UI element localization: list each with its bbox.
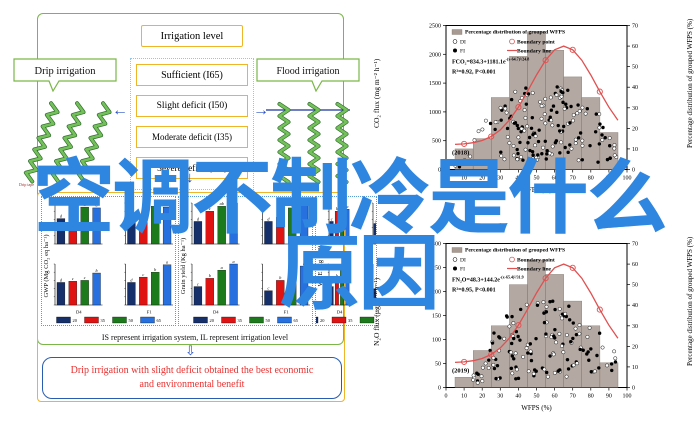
svg-text:100: 100 xyxy=(432,338,441,344)
svg-text:70: 70 xyxy=(632,24,638,30)
svg-text:Percentage distribution of gro: Percentage distribution of grouped WFPS xyxy=(465,30,565,36)
svg-text:1000: 1000 xyxy=(429,110,441,116)
svg-text:40: 40 xyxy=(515,394,521,400)
svg-text:R²=0.92, P<0.001: R²=0.92, P<0.001 xyxy=(452,70,496,76)
svg-text:50: 50 xyxy=(129,318,134,323)
svg-text:2500: 2500 xyxy=(429,24,441,30)
svg-text:30: 30 xyxy=(632,324,638,330)
svg-text:D4: D4 xyxy=(213,310,219,315)
svg-text:WFPS (%): WFPS (%) xyxy=(521,404,552,412)
svg-text:30: 30 xyxy=(632,106,638,112)
svg-text:60: 60 xyxy=(552,394,558,400)
svg-text:D4: D4 xyxy=(76,310,82,315)
svg-text:20: 20 xyxy=(73,318,78,323)
svg-text:35: 35 xyxy=(101,318,106,323)
svg-text:50: 50 xyxy=(534,394,540,400)
svg-text:20: 20 xyxy=(479,394,485,400)
svg-text:Boundary line: Boundary line xyxy=(517,49,552,55)
svg-text:10: 10 xyxy=(461,394,467,400)
svg-text:10: 10 xyxy=(632,365,638,371)
svg-text:FI: FI xyxy=(460,49,465,55)
svg-text:Drip irrigation: Drip irrigation xyxy=(35,66,97,77)
svg-text:50: 50 xyxy=(435,362,441,368)
svg-text:50: 50 xyxy=(266,318,271,323)
svg-text:2000: 2000 xyxy=(429,52,441,58)
svg-text:65: 65 xyxy=(157,318,162,323)
svg-text:20: 20 xyxy=(210,318,215,323)
svg-text:20: 20 xyxy=(632,344,638,350)
svg-text:80: 80 xyxy=(588,394,594,400)
svg-text:100: 100 xyxy=(623,394,632,400)
svg-text:(2019): (2019) xyxy=(452,368,469,375)
svg-text:Boundary point: Boundary point xyxy=(517,40,555,46)
svg-text:0: 0 xyxy=(445,394,448,400)
svg-text:35: 35 xyxy=(238,318,243,323)
svg-text:1500: 1500 xyxy=(429,81,441,87)
svg-text:40: 40 xyxy=(632,85,638,91)
svg-text:DI: DI xyxy=(460,40,466,46)
svg-text:F1: F1 xyxy=(147,310,153,315)
svg-text:Drip tape: Drip tape xyxy=(19,182,34,187)
svg-text:Flood irrigation: Flood irrigation xyxy=(276,66,339,77)
svg-text:0: 0 xyxy=(632,386,635,392)
svg-text:90: 90 xyxy=(606,394,612,400)
svg-text:0: 0 xyxy=(438,386,441,392)
svg-text:30: 30 xyxy=(497,394,503,400)
svg-text:50: 50 xyxy=(632,65,638,71)
svg-text:70: 70 xyxy=(570,394,576,400)
svg-text:60: 60 xyxy=(632,44,638,50)
